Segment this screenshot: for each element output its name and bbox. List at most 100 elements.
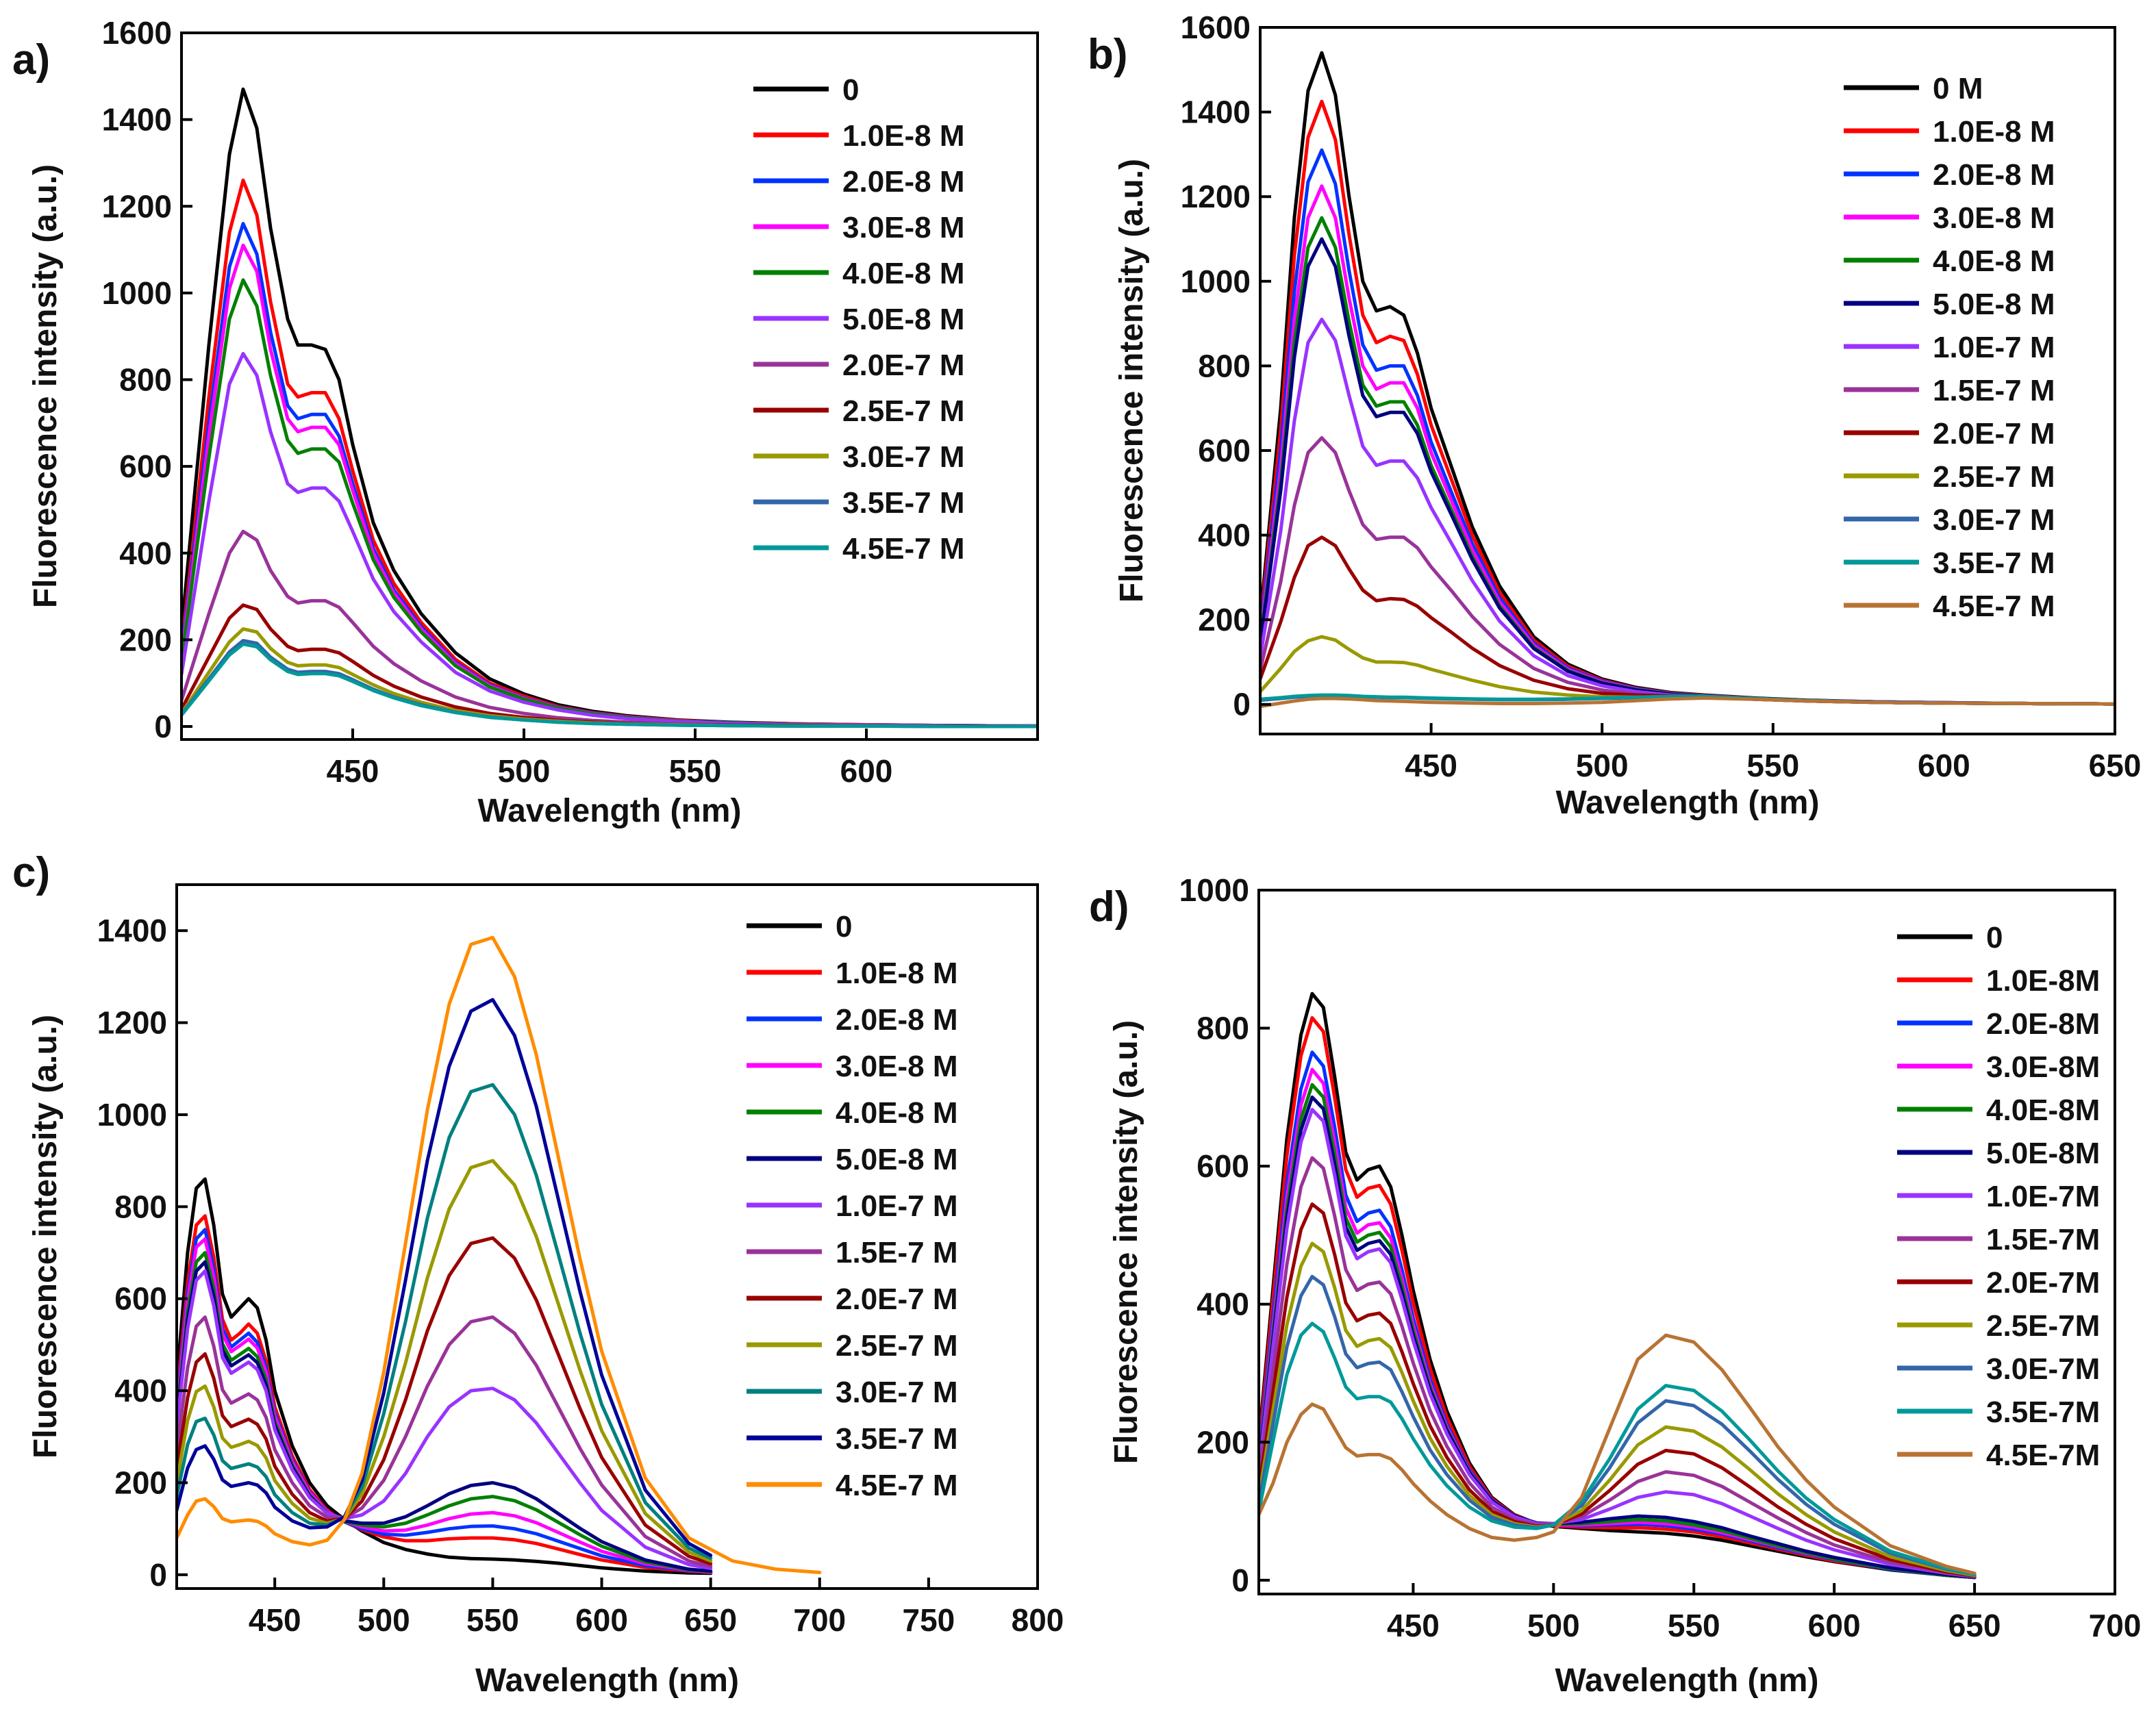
y-tick-label: 1000 [97, 1097, 167, 1133]
series-line-0 [177, 1177, 713, 1576]
x-tick-label: 500 [1527, 1608, 1580, 1643]
legend-label-9: 2.5E-7 M [836, 1329, 958, 1363]
legend-label-3: 3.0E-8M [1986, 1050, 2100, 1084]
x-axis-title: Wavelength (nm) [478, 793, 742, 829]
legend-label-7: 1.5E-7 M [1933, 374, 2055, 407]
panel-b: 450 500 550 600 650 0 200 400 600 800 1000 1200 1400… [1088, 10, 2141, 821]
legend-label-1: 1.0E-8 M [1933, 115, 2055, 149]
legend-label-5: 5.0E-8 M [1933, 288, 2055, 321]
legend-label-8: 3.0E-7 M [842, 440, 965, 474]
plot-frame [1259, 26, 2116, 735]
y-tick-label: 1400 [1181, 94, 1251, 130]
y-tick-label: 1600 [102, 15, 172, 51]
legend-label-12: 4.5E-7 M [1933, 590, 2055, 623]
y-tick-label: 600 [1198, 433, 1251, 468]
legend-label-7: 1.5E-7M [1986, 1223, 2100, 1256]
legend-label-11: 3.5E-7 M [836, 1422, 958, 1456]
y-tick-label: 800 [1198, 348, 1251, 383]
legend-label-10: 3.0E-7 M [1933, 503, 2055, 537]
y-tick-label: 1000 [1179, 872, 1249, 908]
series-line-6 [1259, 1108, 1977, 1579]
legend-label-2: 2.0E-8 M [842, 165, 965, 199]
legend-label-6: 1.0E-7 M [1933, 331, 2055, 364]
legend-label-3: 3.0E-8 M [842, 211, 965, 244]
x-tick-label: 700 [2089, 1608, 2142, 1643]
series-line-4 [1259, 1083, 1977, 1580]
y-tick-label: 0 [154, 709, 172, 744]
y-tick-label: 1000 [1181, 264, 1251, 299]
x-tick-label: 650 [2089, 748, 2142, 783]
panel-label: d) [1089, 883, 1129, 931]
legend-label-0: 0 [836, 910, 852, 944]
legend: 0 M 1.0E-8 M 2.0E-8 M 3.0E-8 M 4.0E-8 M 5.0E-… [1844, 72, 2055, 623]
panel-label: b) [1088, 31, 1128, 78]
x-tick-label: 550 [1668, 1608, 1720, 1643]
y-tick-label: 0 [1233, 687, 1251, 722]
legend-label-10: 4.5E-7 M [842, 532, 965, 566]
plot-frame [180, 31, 1039, 741]
series-line-12 [1260, 696, 2115, 709]
x-tick-label: 650 [1948, 1608, 2001, 1643]
y-tick-label: 400 [1198, 518, 1251, 553]
y-axis-title: Fluorescence intensity (a.u.) [27, 164, 64, 608]
y-tick-label: 1400 [102, 102, 172, 138]
plot-frame [1257, 889, 2116, 1595]
y-tick-label: 800 [119, 362, 172, 398]
x-tick-label: 550 [466, 1602, 519, 1638]
x-axis-title: Wavelength (nm) [1556, 785, 1820, 821]
y-axis-title: Fluorescence intensity (a.u.) [27, 1015, 64, 1458]
series-line-7 [1259, 1156, 1977, 1578]
legend-label-5: 5.0E-8 M [836, 1143, 958, 1176]
x-tick-label: 450 [249, 1602, 301, 1638]
y-tick-label: 1200 [1181, 179, 1251, 214]
y-tick-label: 200 [1196, 1424, 1249, 1460]
legend-label-4: 4.0E-8 M [836, 1096, 958, 1130]
x-tick-label: 650 [684, 1602, 737, 1638]
panel-label: a) [12, 36, 50, 84]
x-tick-label: 750 [903, 1602, 955, 1638]
y-axis-title: Fluorescence intensity (a.u.) [1114, 159, 1150, 603]
series-group [1259, 991, 1977, 1580]
x-tick-label: 800 [1012, 1602, 1064, 1638]
legend-label-11: 3.5E-7M [1986, 1395, 2100, 1429]
series-group [181, 87, 1038, 729]
x-tick-label: 600 [1918, 748, 1970, 783]
legend-label-10: 3.0E-7 M [836, 1376, 958, 1409]
legend: 0 1.0E-8 M 2.0E-8 M 3.0E-8 M 4.0E-8 M 5.0E-8 … [753, 73, 965, 566]
y-tick-label: 800 [1196, 1011, 1249, 1046]
legend-label-9: 3.5E-7 M [842, 486, 965, 520]
legend-label-6: 2.0E-7 M [842, 349, 965, 382]
legend-label-12: 4.5E-7 M [836, 1469, 958, 1502]
y-tick-label: 1400 [97, 913, 167, 948]
y-tick-label: 400 [1196, 1287, 1249, 1322]
y-tick-label: 200 [119, 622, 172, 657]
legend-label-11: 3.5E-7 M [1933, 546, 2055, 580]
series-line-11 [1259, 1321, 1977, 1577]
y-tick-label: 800 [114, 1189, 167, 1224]
legend-label-12: 4.5E-7M [1986, 1439, 2100, 1472]
y-tick-label: 0 [1231, 1563, 1249, 1598]
x-tick-label: 700 [793, 1602, 846, 1638]
series-line-3 [1259, 1067, 1977, 1580]
series-line-9 [1259, 1241, 1977, 1578]
legend-label-0: 0 [1986, 921, 2003, 954]
legend: 0 1.0E-8M 2.0E-8M 3.0E-8M 4.0E-8M 5.0E-8M 1.0E… [1897, 921, 2100, 1472]
y-tick-label: 1200 [97, 1005, 167, 1041]
x-tick-label: 600 [575, 1602, 628, 1638]
legend-label-2: 2.0E-8M [1986, 1007, 2100, 1041]
legend-label-2: 2.0E-8 M [836, 1003, 958, 1037]
series-line-6 [177, 1269, 713, 1570]
legend-label-7: 2.5E-7 M [842, 394, 965, 428]
x-tick-label: 500 [1576, 748, 1629, 783]
y-tick-label: 400 [114, 1373, 167, 1408]
legend-label-2: 2.0E-8 M [1933, 158, 2055, 192]
legend-label-5: 5.0E-8 M [842, 303, 965, 336]
legend-label-3: 3.0E-8 M [836, 1050, 958, 1083]
x-tick-label: 500 [358, 1602, 410, 1638]
series-line-10 [1259, 1274, 1977, 1577]
x-tick-label: 550 [669, 753, 722, 789]
legend-label-1: 1.0E-8M [1986, 964, 2100, 998]
legend-label-4: 4.0E-8 M [1933, 244, 2055, 278]
legend-label-7: 1.5E-7 M [836, 1236, 958, 1269]
